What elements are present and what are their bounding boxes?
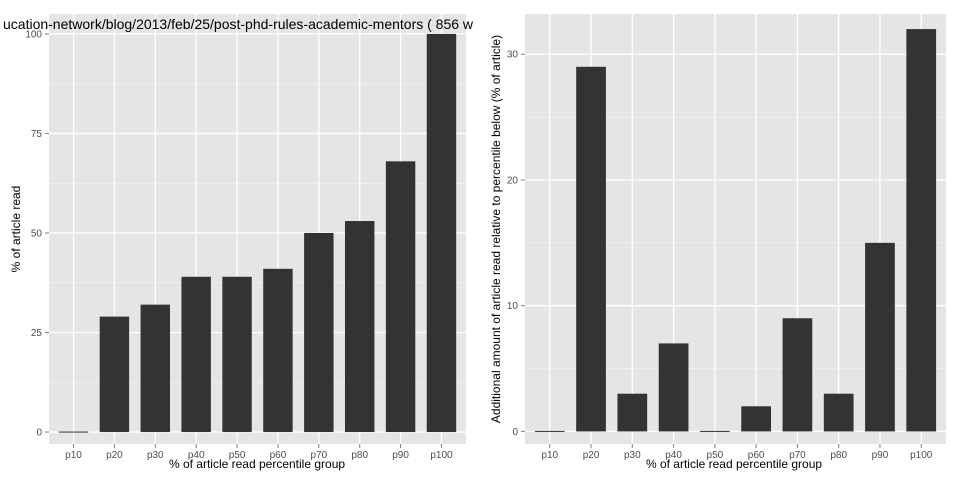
right-bar-p50	[700, 430, 730, 432]
right-x-tick-label: p50	[707, 450, 724, 461]
left-bar-p70	[304, 232, 334, 433]
right-bar-p10	[534, 430, 565, 432]
right-bar-p40	[658, 343, 689, 432]
right-y-tick-label: 10	[507, 301, 519, 312]
left-bar-p30	[140, 304, 171, 433]
right-bar-p80	[823, 393, 854, 432]
right-bar-p20	[576, 66, 606, 432]
right-y-tick-label: 30	[507, 50, 519, 61]
right-x-tick-labels: p10 p20 p30 p40 p50 p60 p70 p80 p90 p100	[541, 444, 933, 461]
right-bars	[534, 29, 937, 432]
right-x-tick-label: p70	[789, 450, 806, 461]
left-x-tick-labels: p10 p20 p30 p40 p50 p60 p70 p80 p90 p100	[65, 444, 453, 461]
left-y-tick-label: 50	[31, 228, 43, 239]
right-x-tick-label: p80	[830, 450, 847, 461]
left-bar-p80	[344, 221, 375, 433]
left-x-tick-label: p20	[106, 450, 123, 461]
right-bar-p100	[906, 29, 937, 432]
left-x-tick-label: p100	[430, 450, 453, 461]
right-x-tick-label: p100	[910, 450, 933, 461]
left-x-tick-label: p80	[351, 450, 368, 461]
left-bar-p90	[385, 161, 416, 433]
right-x-axis-title: % of article read percentile group	[646, 457, 822, 471]
right-x-tick-label: p10	[541, 450, 558, 461]
right-bar-p30	[617, 393, 648, 432]
right-y-tick-labels: 0 10 20 30	[507, 50, 525, 438]
left-x-tick-label: p70	[310, 450, 327, 461]
left-bar-p50	[222, 276, 252, 433]
left-bars	[58, 33, 457, 433]
left-y-tick-labels: 0 25 50 75 100	[25, 29, 49, 439]
left-x-axis-title: % of article read percentile group	[169, 457, 345, 471]
left-y-axis-title: % of article read	[9, 186, 23, 273]
left-x-tick-label: p30	[147, 450, 164, 461]
right-x-tick-label: p40	[665, 450, 682, 461]
right-bar-p90	[865, 242, 895, 432]
left-chart-title: ucation-network/blog/2013/feb/25/post-ph…	[3, 16, 474, 32]
left-x-tick-label: p90	[392, 450, 409, 461]
left-x-tick-label: p50	[229, 450, 246, 461]
right-x-tick-label: p30	[624, 450, 641, 461]
left-bar-p100	[426, 33, 457, 433]
right-bar-p60	[741, 406, 771, 432]
right-y-axis-title: Additional amount of article read relati…	[489, 35, 503, 423]
left-x-tick-label: p10	[65, 450, 82, 461]
left-y-tick-label: 75	[31, 129, 43, 140]
left-y-tick-label: 25	[31, 328, 43, 339]
left-bar-p40	[181, 276, 211, 433]
left-bar-p20	[99, 316, 130, 433]
left-y-tick-label: 0	[36, 428, 42, 439]
left-bar-p60	[263, 268, 293, 433]
right-bar-p70	[782, 318, 813, 432]
left-x-tick-label: p60	[270, 450, 287, 461]
right-x-tick-label: p90	[872, 450, 889, 461]
right-y-tick-label: 0	[512, 427, 518, 438]
left-bar-p10	[58, 431, 89, 433]
left-x-tick-label: p40	[188, 450, 205, 461]
right-x-tick-label: p60	[748, 450, 765, 461]
left-y-tick-label: 100	[25, 29, 42, 40]
right-x-tick-label: p20	[583, 450, 600, 461]
right-y-tick-label: 20	[507, 175, 519, 186]
